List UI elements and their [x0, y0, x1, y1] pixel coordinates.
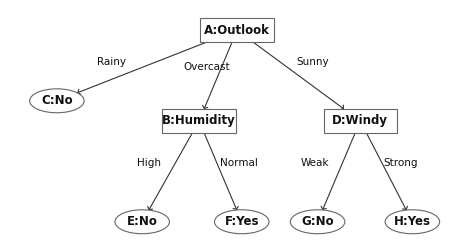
Text: A:Outlook: A:Outlook — [204, 24, 270, 37]
Text: Normal: Normal — [220, 158, 258, 168]
Text: G:No: G:No — [301, 215, 334, 228]
Ellipse shape — [115, 210, 169, 234]
Text: Sunny: Sunny — [297, 57, 329, 67]
Text: H:Yes: H:Yes — [394, 215, 431, 228]
Text: High: High — [137, 158, 161, 168]
Ellipse shape — [29, 89, 84, 113]
Text: Overcast: Overcast — [183, 62, 229, 72]
FancyBboxPatch shape — [200, 18, 274, 42]
Text: C:No: C:No — [41, 94, 73, 107]
Text: Strong: Strong — [383, 158, 418, 168]
Text: Weak: Weak — [301, 158, 329, 168]
Text: D:Windy: D:Windy — [332, 114, 388, 128]
Text: Rainy: Rainy — [97, 57, 126, 67]
Ellipse shape — [214, 210, 269, 234]
Ellipse shape — [385, 210, 439, 234]
FancyBboxPatch shape — [323, 109, 397, 133]
Ellipse shape — [290, 210, 345, 234]
Text: F:Yes: F:Yes — [225, 215, 259, 228]
Text: B:Humidity: B:Humidity — [162, 114, 236, 128]
Text: E:No: E:No — [127, 215, 158, 228]
FancyBboxPatch shape — [162, 109, 236, 133]
